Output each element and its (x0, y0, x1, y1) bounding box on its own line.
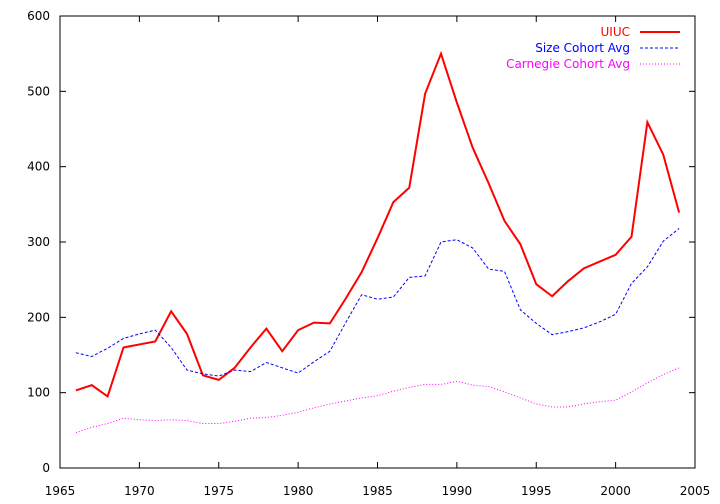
y-tick-label: 200 (27, 310, 50, 324)
y-axis: 0 100 200 300 400 500 600 (27, 9, 695, 475)
x-tick-label: 1995 (521, 484, 552, 498)
x-axis: 1965 1970 1975 1980 1985 1990 1995 2000 2005 (45, 16, 711, 498)
x-tick-label: 2005 (680, 484, 711, 498)
y-tick-label: 600 (27, 9, 50, 23)
x-tick-label: 1985 (362, 484, 393, 498)
x-tick-label: 1980 (283, 484, 314, 498)
legend: UIUC Size Cohort Avg Carnegie Cohort Avg (506, 25, 680, 71)
x-tick-label: 1990 (442, 484, 473, 498)
plot-area (59, 15, 696, 469)
y-tick-label: 400 (27, 160, 50, 174)
series-line-size-cohort-avg (75, 228, 680, 377)
legend-label: UIUC (601, 25, 630, 39)
series-layer (75, 50, 681, 434)
legend-label: Carnegie Cohort Avg (506, 57, 630, 71)
series-line-carnegie-cohort-avg (75, 367, 680, 434)
y-tick-label: 0 (42, 461, 50, 475)
y-tick-label: 100 (27, 386, 50, 400)
y-tick-label: 500 (27, 84, 50, 98)
legend-label: Size Cohort Avg (535, 41, 630, 55)
y-tick-label: 300 (27, 235, 50, 249)
plot-border (59, 15, 696, 469)
x-tick-label: 1975 (203, 484, 234, 498)
x-tick-label: 2000 (600, 484, 631, 498)
x-tick-label: 1970 (124, 484, 155, 498)
x-tick-label: 1965 (45, 484, 76, 498)
series-line-uiuc (75, 50, 681, 399)
